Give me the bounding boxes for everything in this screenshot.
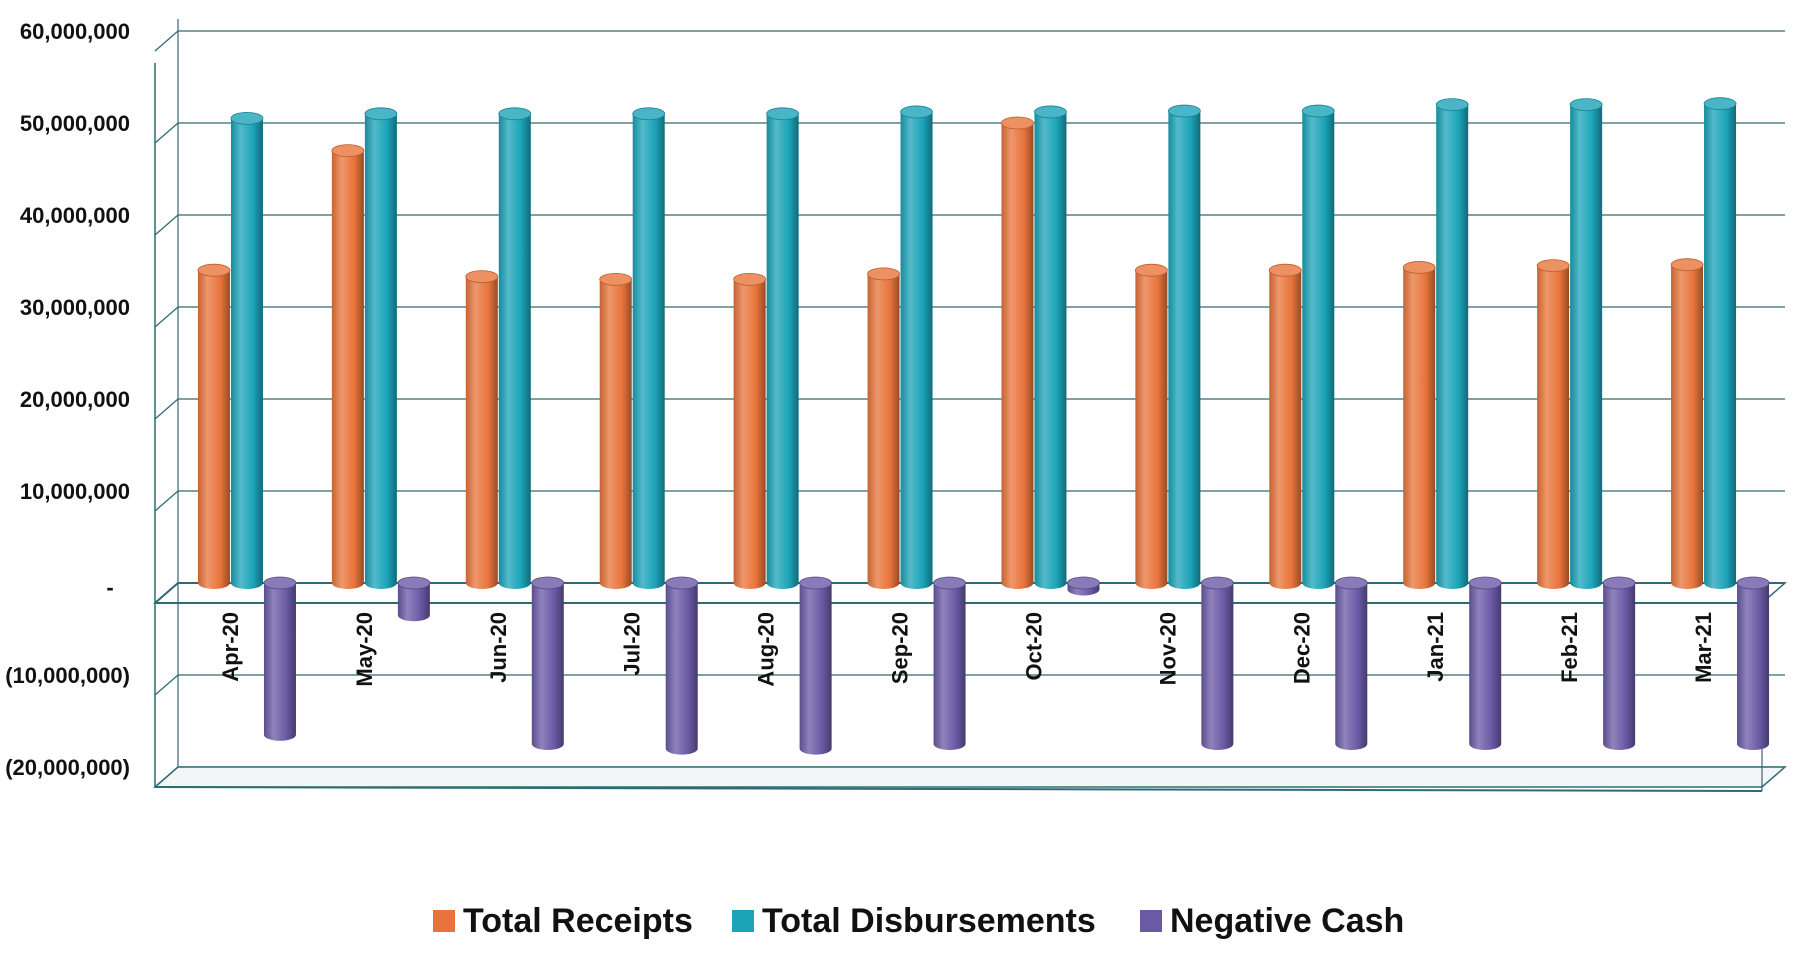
bar-total-disbursements [230,112,264,590]
chart-bars [197,97,1770,755]
legend-item: Total Receipts [433,902,693,940]
legend-label: Total Receipts [463,902,693,940]
bar-total-disbursements [498,107,532,590]
floor-plane [152,766,1788,788]
gridline [154,214,1785,236]
bar-total-disbursements [364,107,398,590]
gridline [154,490,1785,512]
bar-total-receipts [197,263,231,589]
bar-total-disbursements [1167,104,1201,589]
x-tick-label: Mar-21 [1691,612,1716,683]
legend-item: Total Disbursements [732,902,1096,940]
bar-total-receipts [1536,259,1570,589]
x-tick-label: Oct-20 [1021,612,1046,680]
bar-total-receipts [465,270,499,589]
gridline [154,398,1785,420]
legend-label: Total Disbursements [762,902,1096,940]
bar-total-receipts [1268,263,1302,589]
legend-swatch [1140,910,1162,932]
x-axis: Apr-20 May-20 Jun-20 Jul-20 Aug-20 Sep-20 Oct-… [218,612,1716,687]
bar-total-receipts [331,144,365,589]
legend-swatch [433,910,455,932]
bar-total-receipts [867,267,900,589]
gridline [154,122,1785,144]
legend-swatch [732,910,754,932]
legend-item: Negative Cash [1140,902,1404,940]
x-tick-label: Dec-20 [1289,612,1314,684]
x-tick-label: Nov-20 [1155,612,1180,685]
bar-total-disbursements [1435,98,1469,589]
bar-negative-cash [1334,576,1368,750]
y-tick-label: 60,000,000 [20,19,130,44]
front-edge [154,786,1763,792]
bar-total-disbursements [1034,105,1067,590]
y-tick-label: 40,000,000 [20,203,130,228]
x-tick-label: Jan-21 [1423,612,1448,682]
y-tick-label: (20,000,000) [5,755,130,780]
chart-legend: Total Receipts Total Disbursements Negativ… [433,902,1404,940]
gridline [154,30,1785,52]
bar-total-disbursements [766,107,800,590]
bar-total-disbursements [900,105,933,590]
bar-total-receipts [733,272,767,589]
bar-negative-cash [397,576,431,622]
y-tick-label: - [106,575,113,600]
bar-total-disbursements [1703,97,1737,590]
y-axis: 60,000,000 50,000,000 40,000,000 30,000,000… [5,19,130,780]
x-tick-label: Jul-20 [620,612,645,676]
y-tick-label: 20,000,000 [20,387,130,412]
bar-negative-cash [1468,576,1502,750]
legend-label: Negative Cash [1170,902,1404,940]
bar-total-receipts [1670,258,1704,589]
bar-negative-cash [799,576,833,755]
bar-total-disbursements [632,107,666,590]
bar-negative-cash [1736,576,1770,750]
bar-total-receipts [1402,261,1436,589]
x-tick-label: Jun-20 [486,612,511,683]
bar-negative-cash [1200,576,1234,750]
bar-total-disbursements [1569,98,1603,589]
y-tick-label: 30,000,000 [20,295,130,320]
x-tick-label: Apr-20 [218,612,243,682]
bar-total-receipts [1134,263,1168,589]
bar-total-receipts [599,272,633,589]
gridline [154,306,1785,328]
bar-total-disbursements [1301,104,1335,589]
y-tick-label: 50,000,000 [20,111,130,136]
bar-total-receipts [1001,116,1034,589]
gridline [154,674,1785,696]
y-tick-label: 10,000,000 [20,479,130,504]
x-tick-label: Aug-20 [754,612,779,687]
x-tick-label: May-20 [352,612,377,687]
bar-negative-cash [1602,576,1636,750]
bar-negative-cash [263,576,297,741]
bar-negative-cash [531,576,565,750]
x-tick-label: Sep-20 [888,612,913,684]
bar-negative-cash [1067,576,1100,596]
bar-negative-cash [933,576,966,750]
y-tick-label: (10,000,000) [5,663,130,688]
bar-negative-cash [665,576,699,755]
x-tick-label: Feb-21 [1557,612,1582,683]
